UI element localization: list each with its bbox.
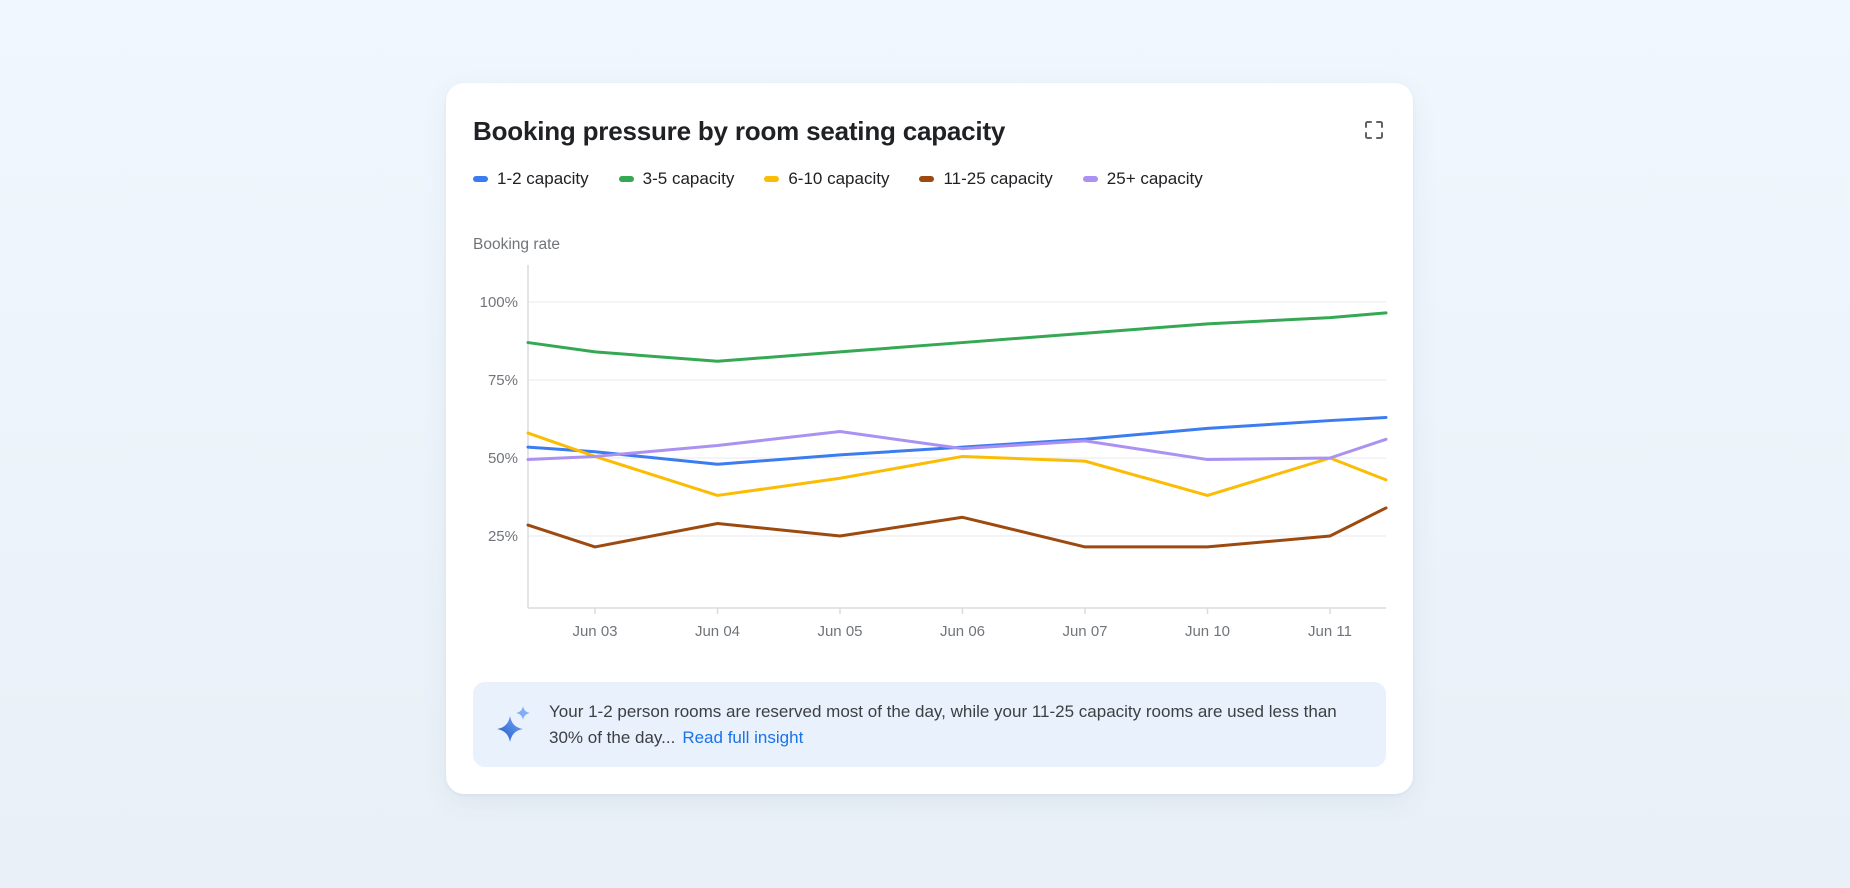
series-line-25-capacity[interactable] (526, 429, 1388, 462)
insight-banner: Your 1-2 person rooms are reserved most … (473, 682, 1386, 767)
legend-label: 11-25 capacity (943, 169, 1053, 188)
legend-item-3-5-capacity[interactable]: 3-5 capacity (618, 169, 735, 189)
series-line-11-25-capacity[interactable] (526, 506, 1388, 549)
legend-swatch (1082, 176, 1098, 182)
legend-swatch (919, 176, 935, 182)
x-tick-label: Jun 03 (572, 623, 617, 640)
legend-label: 25+ capacity (1106, 169, 1203, 188)
ai-sparkle-icon (497, 705, 530, 742)
read-full-insight-link[interactable]: Read full insight (682, 727, 804, 747)
x-tick-label: Jun 07 (1062, 623, 1107, 640)
x-tick-label: Jun 04 (695, 623, 740, 640)
legend-label: 3-5 capacity (642, 169, 735, 188)
legend-item-6-10-capacity[interactable]: 6-10 capacity (764, 169, 889, 189)
y-tick-label: 50% (488, 450, 518, 467)
y-tick-label: 100% (480, 294, 518, 311)
chart-card: Booking pressure by room seating capacit… (446, 83, 1413, 794)
y-tick-label: 25% (488, 528, 518, 545)
legend-swatch (764, 176, 780, 182)
legend-item-25-capacity[interactable]: 25+ capacity (1082, 169, 1203, 189)
series-line-3-5-capacity[interactable] (526, 311, 1388, 363)
x-tick-label: Jun 06 (940, 623, 985, 640)
series-line-1-2-capacity[interactable] (526, 415, 1388, 466)
chart-area: 100% 75% 50% 25% Jun 03 Jun 04 Jun 05 Jun 06 Jun… (473, 223, 1388, 653)
line-chart[interactable]: 100% 75% 50% 25% Jun 03 Jun 04 Jun 05 Jun 06 Jun… (473, 223, 1388, 653)
legend-item-1-2-capacity[interactable]: 1-2 capacity (473, 169, 589, 189)
x-tick-label: Jun 11 (1308, 623, 1352, 640)
legend-label: 1-2 capacity (497, 169, 589, 188)
x-tick-label: Jun 10 (1185, 623, 1230, 640)
series-line-6-10-capacity[interactable] (526, 431, 1388, 497)
insight-text: Your 1-2 person rooms are reserved most … (549, 699, 1344, 750)
chart-title: Booking pressure by room seating capacit… (473, 116, 1006, 146)
fullscreen-expand-icon (1365, 121, 1383, 139)
insight-text-body: Your 1-2 person rooms are reserved most … (549, 702, 1337, 747)
legend-swatch (473, 176, 488, 182)
x-tick-label: Jun 05 (817, 623, 862, 640)
legend-item-11-25-capacity[interactable]: 11-25 capacity (919, 169, 1053, 189)
legend-swatch (618, 176, 634, 182)
y-axis-title: Booking rate (473, 236, 560, 253)
fullscreen-expand-button[interactable] (1358, 114, 1390, 146)
chart-legend: 1-2 capacity 3-5 capacity 6-10 capacity 11-… (473, 169, 1386, 189)
legend-label: 6-10 capacity (788, 169, 890, 188)
y-tick-label: 75% (488, 372, 518, 389)
card-header: Booking pressure by room seating capacit… (473, 116, 1386, 147)
